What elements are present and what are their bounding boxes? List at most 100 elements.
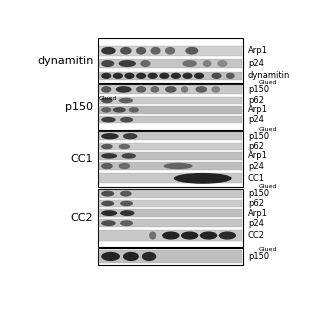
Ellipse shape: [149, 231, 156, 240]
Ellipse shape: [217, 60, 228, 67]
Text: p150: p150: [65, 102, 93, 112]
Ellipse shape: [116, 86, 132, 93]
Ellipse shape: [203, 60, 212, 67]
Ellipse shape: [194, 73, 204, 79]
Text: p150: p150: [248, 189, 269, 198]
Bar: [99, 97, 242, 104]
Ellipse shape: [101, 98, 113, 103]
Ellipse shape: [101, 153, 117, 159]
Ellipse shape: [101, 47, 116, 55]
Ellipse shape: [119, 60, 136, 67]
Text: dynamitin: dynamitin: [248, 71, 290, 80]
Ellipse shape: [120, 220, 133, 226]
Bar: [99, 72, 242, 80]
Ellipse shape: [165, 47, 175, 55]
Text: p150: p150: [248, 252, 269, 261]
Text: p24: p24: [248, 59, 264, 68]
Ellipse shape: [219, 231, 236, 240]
Ellipse shape: [212, 86, 220, 93]
Ellipse shape: [120, 210, 134, 216]
Bar: [99, 116, 242, 124]
Ellipse shape: [119, 163, 130, 169]
Text: p150: p150: [248, 132, 269, 141]
Bar: [99, 106, 242, 114]
Text: CC2: CC2: [248, 231, 265, 240]
Text: CC1: CC1: [71, 154, 93, 164]
Ellipse shape: [174, 173, 232, 184]
Ellipse shape: [165, 86, 177, 93]
Ellipse shape: [120, 191, 132, 196]
Bar: [99, 152, 242, 160]
Bar: [99, 219, 242, 227]
Text: Arp1: Arp1: [248, 105, 268, 114]
Ellipse shape: [119, 98, 133, 103]
Ellipse shape: [120, 47, 132, 55]
Ellipse shape: [142, 252, 156, 261]
Bar: [99, 162, 242, 170]
Ellipse shape: [101, 220, 116, 226]
Ellipse shape: [101, 117, 116, 123]
Bar: [99, 59, 242, 68]
Ellipse shape: [150, 47, 161, 55]
Text: Arp1: Arp1: [248, 209, 268, 218]
Text: Glued: Glued: [258, 80, 277, 85]
Ellipse shape: [113, 107, 126, 113]
Text: dynamitin: dynamitin: [37, 56, 93, 66]
Text: Glued: Glued: [258, 247, 277, 252]
Ellipse shape: [101, 86, 111, 93]
Bar: [99, 200, 242, 207]
Text: p24: p24: [248, 162, 264, 171]
Bar: [98, 131, 243, 188]
Ellipse shape: [171, 73, 181, 79]
Text: Glued: Glued: [258, 127, 277, 132]
Text: p62: p62: [248, 199, 264, 208]
Ellipse shape: [182, 60, 197, 67]
Ellipse shape: [136, 73, 146, 79]
Ellipse shape: [124, 73, 134, 79]
Ellipse shape: [196, 86, 207, 93]
Ellipse shape: [122, 153, 136, 159]
Ellipse shape: [101, 60, 114, 67]
Bar: [99, 209, 242, 217]
Bar: [99, 250, 242, 263]
Bar: [99, 132, 242, 140]
Text: CC1: CC1: [248, 174, 265, 183]
Ellipse shape: [101, 191, 114, 196]
Ellipse shape: [101, 210, 117, 216]
Ellipse shape: [101, 133, 119, 140]
Ellipse shape: [123, 133, 138, 140]
Text: p62: p62: [248, 96, 264, 105]
Ellipse shape: [162, 231, 180, 240]
Ellipse shape: [101, 163, 113, 169]
Ellipse shape: [159, 73, 169, 79]
Bar: [98, 248, 243, 265]
Ellipse shape: [136, 86, 146, 93]
Text: Glued: Glued: [99, 96, 117, 100]
Text: Arp1: Arp1: [248, 46, 268, 55]
Text: p24: p24: [248, 115, 264, 124]
Ellipse shape: [119, 144, 130, 149]
Ellipse shape: [101, 252, 120, 261]
Ellipse shape: [136, 47, 146, 55]
Text: CC2: CC2: [71, 213, 93, 223]
Ellipse shape: [123, 252, 139, 261]
Text: Glued: Glued: [258, 184, 277, 189]
Bar: [99, 190, 242, 197]
Ellipse shape: [200, 231, 217, 240]
Ellipse shape: [101, 201, 114, 206]
Bar: [98, 84, 243, 130]
Bar: [99, 173, 242, 183]
Ellipse shape: [101, 107, 111, 113]
Ellipse shape: [150, 86, 159, 93]
Text: p24: p24: [248, 219, 264, 228]
Text: p62: p62: [248, 142, 264, 151]
Ellipse shape: [185, 47, 198, 55]
Ellipse shape: [113, 73, 123, 79]
Bar: [98, 189, 243, 247]
Ellipse shape: [120, 201, 133, 206]
Ellipse shape: [182, 73, 193, 79]
Ellipse shape: [164, 163, 193, 169]
Ellipse shape: [101, 73, 111, 79]
Ellipse shape: [212, 73, 221, 79]
Bar: [99, 143, 242, 150]
